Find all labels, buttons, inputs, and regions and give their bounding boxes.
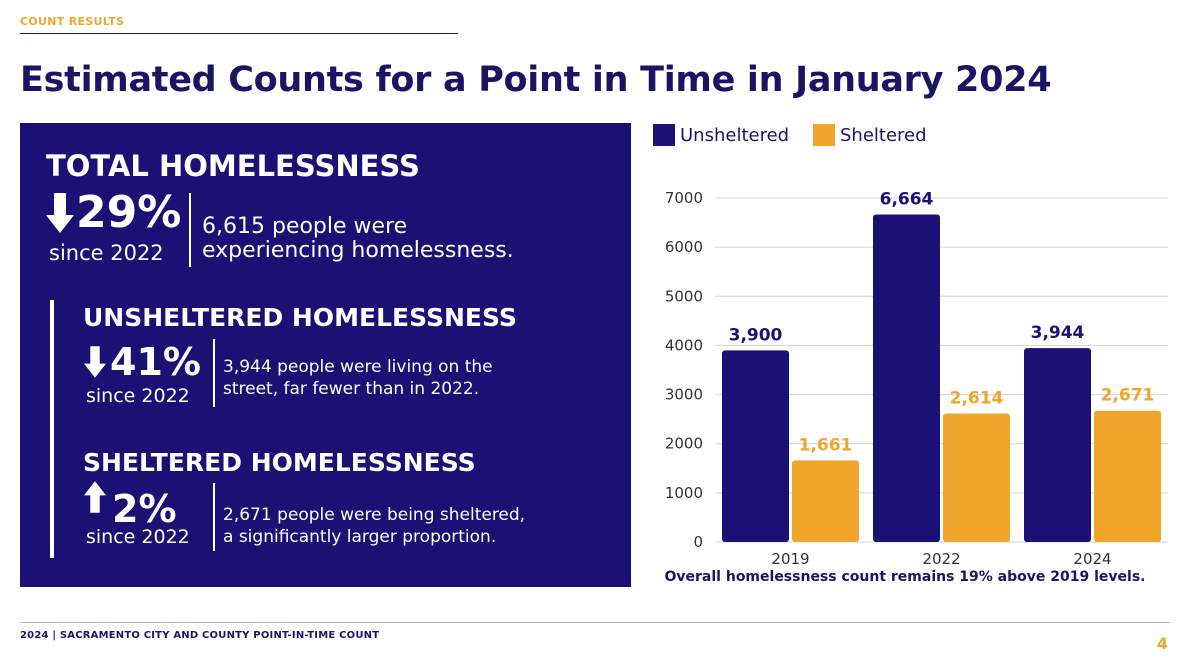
bar-sheltered-2024 xyxy=(1094,410,1161,542)
sub-stats-accent-bar xyxy=(50,300,54,558)
arrow-up-icon xyxy=(84,481,106,513)
data-label: 1,661 xyxy=(799,435,853,455)
y-tick-label: 2000 xyxy=(665,435,703,453)
unsheltered-heading: UNSHELTERED HOMELESSNESS xyxy=(83,303,517,332)
section-label: COUNT RESULTS xyxy=(20,15,125,28)
sheltered-heading: SHELTERED HOMELESSNESS xyxy=(83,448,476,477)
bar-sheltered-2022 xyxy=(943,413,1010,542)
chart-caption: Overall homelessness count remains 19% a… xyxy=(664,569,1146,585)
page-number: 4 xyxy=(1156,634,1168,653)
bar-sheltered-2019 xyxy=(792,460,859,542)
sheltered-since-label: since 2022 xyxy=(86,526,190,548)
unsheltered-change-value: 41% xyxy=(110,340,201,384)
total-description: 6,615 people were experiencing homelessn… xyxy=(202,214,514,263)
unsheltered-description: 3,944 people were living on the street, … xyxy=(223,357,493,399)
legend-label-sheltered: Sheltered xyxy=(840,124,927,146)
bar-unsheltered-2022 xyxy=(873,214,940,542)
bar-unsheltered-2024 xyxy=(1024,348,1091,542)
total-change-value: 29% xyxy=(76,187,182,238)
sheltered-divider xyxy=(213,483,215,551)
data-label: 3,900 xyxy=(729,325,783,345)
unsheltered-divider xyxy=(213,339,215,407)
x-tick-label: 2019 xyxy=(771,550,809,568)
total-homelessness-heading: TOTAL HOMELESSNESS xyxy=(46,149,420,183)
sheltered-description: 2,671 people were being sheltered, a sig… xyxy=(223,505,526,547)
x-tick-label: 2024 xyxy=(1073,550,1111,568)
legend-swatch-sheltered xyxy=(813,124,835,146)
x-tick-label: 2022 xyxy=(922,550,960,568)
legend-item-sheltered: Sheltered xyxy=(813,124,927,146)
y-tick-label: 1000 xyxy=(665,484,703,502)
unsheltered-since-label: since 2022 xyxy=(86,385,190,407)
sheltered-change-value: 2% xyxy=(112,487,177,531)
data-label: 2,671 xyxy=(1101,386,1155,406)
legend-item-unsheltered: Unsheltered xyxy=(653,124,789,146)
total-divider xyxy=(189,193,191,267)
page-title: Estimated Counts for a Point in Time in … xyxy=(20,60,1052,100)
data-label: 2,614 xyxy=(950,389,1004,409)
footer-divider xyxy=(20,622,1170,623)
bar-chart: 0 1000 2000 3000 4000 5000 6000 7000 3,900 1,661 2… xyxy=(665,189,1168,568)
y-tick-label: 5000 xyxy=(665,287,703,305)
total-since-label: since 2022 xyxy=(49,241,164,265)
summary-panel: TOTAL HOMELESSNESS 29% since 2022 6,615 … xyxy=(20,123,631,587)
y-tick-label: 6000 xyxy=(665,238,703,256)
arrow-down-icon xyxy=(84,346,106,378)
header-divider xyxy=(20,33,458,34)
bar-unsheltered-2019 xyxy=(722,350,789,542)
y-tick-label: 0 xyxy=(693,533,703,551)
y-tick-label: 3000 xyxy=(665,386,703,404)
legend-swatch-unsheltered xyxy=(653,124,675,146)
y-tick-label: 4000 xyxy=(665,336,703,354)
y-tick-label: 7000 xyxy=(665,189,703,207)
data-label: 6,664 xyxy=(880,190,934,210)
legend-label-unsheltered: Unsheltered xyxy=(680,124,790,146)
footer-text: 2024 | SACRAMENTO CITY AND COUNTY POINT-… xyxy=(20,630,380,641)
arrow-down-icon xyxy=(46,193,74,233)
data-label: 3,944 xyxy=(1031,323,1085,343)
